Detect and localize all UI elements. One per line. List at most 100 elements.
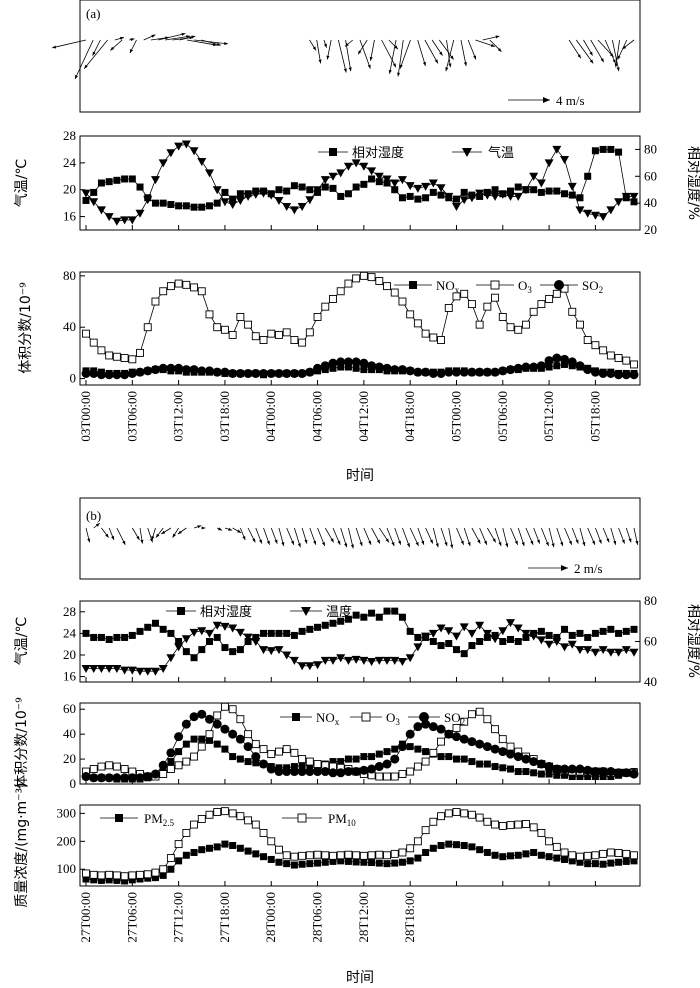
- data-point-O3: [398, 297, 407, 306]
- panel-b-gases-plot: [81, 702, 639, 783]
- data-point-相对湿度: [128, 175, 136, 183]
- wind-vector: [611, 39, 620, 72]
- data-point-温度: [567, 640, 577, 649]
- data-point-气温: [413, 184, 423, 193]
- wind-vector: [399, 39, 411, 69]
- wind-arrowhead: [218, 527, 223, 531]
- data-point-PM10: [390, 849, 399, 858]
- data-point-SO2: [390, 365, 400, 375]
- data-point-SO2: [96, 370, 106, 380]
- data-point-O3: [506, 323, 515, 332]
- data-point-SO2: [243, 742, 253, 752]
- data-point-SO2: [313, 767, 323, 777]
- y-tick-label: 80: [63, 268, 76, 283]
- wind-arrowhead: [224, 41, 228, 46]
- data-point-SO2: [367, 361, 377, 371]
- data-point-PM10: [251, 820, 260, 829]
- data-point-PM2.5: [344, 857, 352, 865]
- data-point-SO2: [575, 361, 585, 371]
- data-point-相对湿度: [383, 607, 391, 615]
- data-point-PM10: [305, 851, 314, 860]
- data-point-O3: [220, 702, 229, 711]
- data-point-相对湿度: [406, 627, 414, 635]
- wind-vector: [316, 39, 322, 64]
- panel-a-rh-axis-label: 相对湿度/%: [685, 146, 700, 220]
- data-point-温度: [328, 656, 338, 665]
- data-point-O3: [390, 288, 399, 297]
- data-point-O3: [89, 338, 98, 347]
- wind-vector: [615, 39, 620, 68]
- data-point-温度: [397, 657, 407, 666]
- y-tick-label: 100: [57, 861, 77, 876]
- data-point-O3: [259, 336, 268, 345]
- data-point-PM2.5: [622, 857, 630, 865]
- wind-arrowhead: [130, 38, 135, 42]
- data-point-SO2: [251, 368, 261, 378]
- data-point-相对湿度: [97, 633, 105, 641]
- data-point-O3: [583, 336, 592, 345]
- wind-arrowhead: [598, 539, 602, 544]
- data-point-气温: [629, 192, 639, 201]
- data-point-O3: [529, 307, 538, 316]
- wind-vector: [590, 39, 605, 63]
- data-point-气温: [475, 189, 485, 198]
- data-point-O3: [112, 762, 121, 771]
- data-point-PM10: [282, 851, 291, 860]
- data-point-温度: [428, 629, 438, 638]
- data-point-PM10: [467, 810, 476, 819]
- wind-vector: [52, 39, 87, 49]
- data-point-O3: [105, 761, 114, 770]
- data-point-PM2.5: [553, 854, 561, 862]
- panel-a-gases-plot: [81, 271, 639, 380]
- data-point-相对湿度: [507, 635, 515, 643]
- data-point-SO2: [436, 368, 446, 378]
- panel-b-meteo: 16 20 24 28 40 60 80 气温/℃ 相对湿度/% 相对湿度 温度: [14, 593, 700, 689]
- data-point-PM10: [568, 851, 577, 860]
- legend-label-o3-a: O3: [518, 278, 532, 295]
- data-point-O3: [467, 710, 476, 719]
- data-point-SO2: [266, 368, 276, 378]
- data-point-NOx: [452, 755, 460, 763]
- data-point-相对湿度: [113, 176, 121, 184]
- data-point-SO2: [590, 367, 600, 377]
- data-point-相对湿度: [429, 188, 437, 196]
- data-point-NOx: [352, 364, 360, 372]
- x-tick-label: 27T18:00: [217, 892, 232, 943]
- wind-arrowhead: [589, 59, 594, 64]
- data-point-SO2: [120, 773, 130, 783]
- data-point-相对湿度: [205, 202, 213, 210]
- data-point-NOx: [422, 748, 430, 756]
- data-point-温度: [529, 632, 539, 641]
- data-point-相对湿度: [344, 190, 352, 198]
- data-point-O3: [452, 292, 461, 301]
- data-point-O3: [460, 289, 469, 298]
- data-point-相对湿度: [545, 187, 553, 195]
- data-point-相对湿度: [422, 194, 430, 202]
- y-tick-label: 60: [63, 701, 76, 716]
- data-point-PM2.5: [321, 858, 329, 866]
- panel-b-rh-axis-label: 相对湿度/%: [685, 604, 700, 678]
- data-point-O3: [213, 711, 222, 720]
- data-point-相对湿度: [460, 650, 468, 658]
- data-point-相对湿度: [221, 188, 229, 196]
- legend-label-so2-b: SO2: [444, 710, 465, 727]
- data-point-SO2: [297, 368, 307, 378]
- data-point-SO2: [536, 759, 546, 769]
- data-point-SO2: [181, 719, 191, 729]
- data-point-PM10: [560, 848, 569, 857]
- data-point-O3: [182, 757, 191, 766]
- data-point-SO2: [112, 773, 122, 783]
- data-point-气温: [521, 186, 531, 195]
- data-point-PM2.5: [298, 860, 306, 868]
- data-point-NOx: [445, 753, 453, 761]
- data-point-相对湿度: [136, 183, 144, 191]
- data-point-NOx: [344, 755, 352, 763]
- data-point-O3: [413, 762, 422, 771]
- data-point-PM2.5: [128, 876, 136, 884]
- data-point-O3: [220, 325, 229, 334]
- data-point-相对湿度: [568, 631, 576, 639]
- data-point-SO2: [560, 764, 570, 774]
- data-point-相对湿度: [491, 186, 499, 194]
- data-point-NOx: [460, 755, 468, 763]
- data-point-O3: [190, 752, 199, 761]
